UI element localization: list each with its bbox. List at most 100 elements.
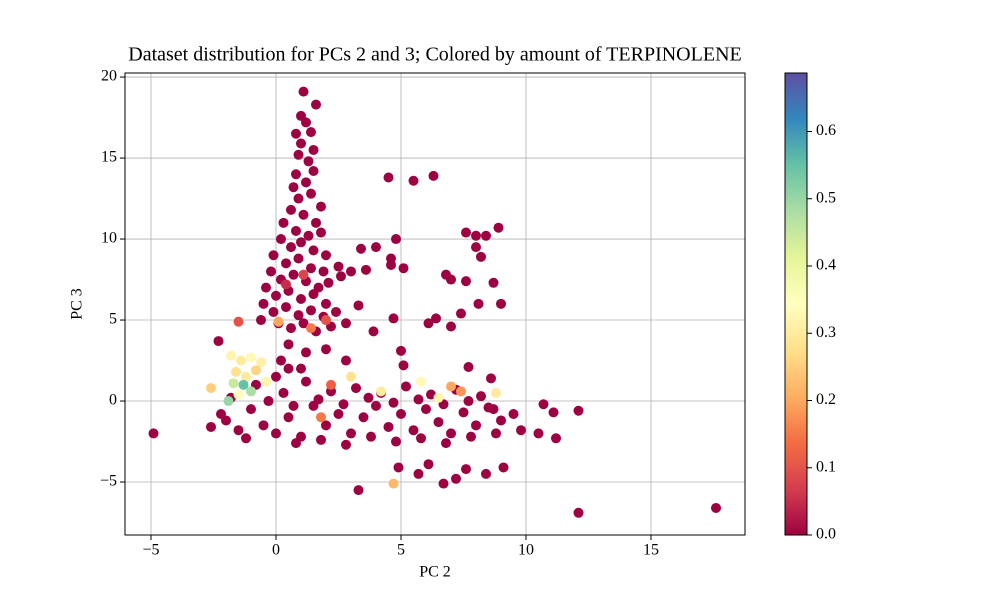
point — [398, 263, 409, 274]
point — [308, 144, 319, 155]
point — [268, 250, 279, 261]
point — [321, 250, 331, 261]
point — [433, 417, 444, 428]
point — [416, 376, 426, 387]
point — [291, 438, 301, 449]
point — [246, 352, 256, 363]
point — [383, 421, 394, 432]
chart-title: Dataset distribution for PCs 2 and 3; Co… — [128, 44, 741, 66]
point — [321, 315, 331, 326]
grid — [125, 73, 745, 535]
point — [291, 128, 301, 139]
point — [293, 149, 304, 160]
point — [233, 316, 244, 327]
point — [341, 318, 351, 329]
point — [271, 428, 281, 439]
point — [533, 428, 544, 439]
point — [391, 234, 401, 245]
point — [286, 204, 296, 215]
point — [368, 326, 379, 337]
point — [233, 425, 244, 436]
point — [451, 473, 461, 484]
point — [321, 298, 331, 309]
point — [288, 400, 299, 411]
point — [206, 383, 216, 394]
point — [268, 306, 279, 317]
point — [408, 175, 419, 186]
point — [276, 234, 286, 245]
point — [288, 269, 299, 280]
point — [391, 436, 401, 447]
point — [283, 339, 294, 350]
point — [396, 345, 406, 356]
point — [251, 365, 261, 376]
point — [413, 468, 424, 479]
point — [333, 261, 344, 272]
x-tick-label: 15 — [643, 542, 659, 559]
point — [308, 289, 319, 300]
x-tick-label: 0 — [272, 542, 280, 559]
point — [261, 376, 271, 387]
point — [428, 170, 439, 181]
point — [366, 431, 376, 442]
point — [456, 308, 466, 319]
point — [231, 366, 241, 377]
point — [573, 507, 584, 518]
point — [476, 391, 486, 402]
point — [508, 408, 519, 419]
point — [148, 428, 159, 439]
point — [491, 428, 501, 439]
point — [301, 347, 311, 358]
point — [233, 389, 244, 400]
colorbar — [784, 72, 808, 536]
colorbar-tick-label: 0.3 — [816, 324, 836, 341]
point — [321, 344, 331, 355]
point — [273, 316, 284, 327]
point — [476, 251, 486, 262]
point — [258, 420, 269, 431]
point — [313, 394, 324, 405]
point — [323, 277, 334, 288]
point — [246, 404, 256, 415]
point — [361, 264, 371, 275]
point — [298, 209, 309, 220]
colorbar-tick-label: 0.1 — [816, 458, 836, 475]
point — [346, 371, 356, 382]
point — [256, 357, 266, 368]
point — [281, 279, 291, 290]
point — [298, 269, 309, 280]
point — [281, 258, 291, 269]
point — [573, 405, 584, 416]
x-tick-label: 5 — [397, 542, 405, 559]
point — [416, 433, 426, 444]
point — [296, 237, 306, 248]
point — [481, 230, 491, 241]
point — [301, 117, 311, 128]
point — [426, 389, 436, 400]
point — [266, 266, 276, 277]
point — [301, 177, 311, 188]
point — [493, 222, 504, 233]
point — [296, 138, 306, 149]
point — [388, 313, 399, 324]
point — [311, 217, 321, 228]
point — [306, 305, 316, 316]
point — [271, 371, 281, 382]
point — [228, 378, 239, 389]
plot-frame — [124, 72, 746, 536]
y-axis-label: PC 3 — [69, 288, 86, 320]
point — [471, 230, 481, 241]
point — [303, 230, 314, 241]
colorbar-tick-label: 0.2 — [816, 391, 836, 408]
point — [421, 404, 431, 415]
x-tick-label: −5 — [142, 542, 159, 559]
point — [241, 371, 251, 382]
point — [458, 407, 469, 418]
point — [446, 428, 456, 439]
point — [288, 182, 299, 193]
point — [213, 336, 224, 347]
point — [401, 381, 411, 392]
point — [303, 156, 314, 167]
point — [338, 399, 349, 410]
